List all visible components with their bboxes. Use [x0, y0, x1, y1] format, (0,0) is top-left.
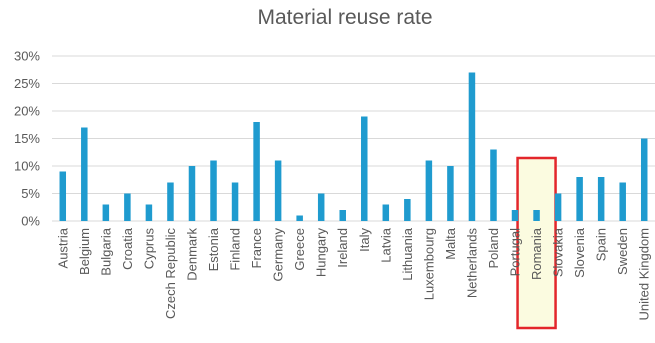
x-category-label: Ireland	[335, 228, 350, 268]
x-category-label: Estonia	[206, 227, 221, 271]
x-category-label: Czech Republic	[163, 228, 178, 320]
y-tick-label: 30%	[14, 49, 40, 64]
bar-finland	[232, 183, 239, 222]
x-category-label: Cyprus	[141, 228, 156, 270]
bar-spain	[598, 177, 605, 221]
bar-united-kingdom	[641, 139, 648, 222]
chart-title: Material reuse rate	[257, 6, 432, 29]
bar-estonia	[210, 161, 217, 222]
bar-poland	[490, 150, 497, 222]
grid-lines	[52, 56, 655, 221]
bar-belgium	[81, 128, 88, 222]
x-category-label: Austria	[55, 227, 70, 268]
bar-france	[253, 122, 260, 221]
bar-cyprus	[146, 205, 153, 222]
x-category-label: Denmark	[184, 228, 199, 281]
y-tick-label: 5%	[21, 186, 40, 201]
x-category-label: Romania	[529, 227, 544, 280]
bar-slovakia	[555, 194, 562, 222]
x-category-label: United Kingdom	[637, 228, 652, 321]
x-category-label: Italy	[357, 228, 372, 252]
x-category-label: Slovenia	[572, 227, 587, 278]
x-category-label: Hungary	[314, 228, 329, 278]
bar-portugal	[512, 210, 518, 221]
bar-netherlands	[469, 73, 476, 222]
x-category-label: Belgium	[77, 228, 92, 275]
x-category-label: Croatia	[120, 227, 135, 270]
bar-romania	[533, 210, 540, 221]
x-category-label: Lithuania	[400, 227, 415, 281]
x-category-label: Germany	[271, 228, 286, 282]
x-category-label: Portugal	[508, 228, 523, 277]
bar-luxembourg	[426, 161, 433, 222]
bar-sweden	[619, 183, 626, 222]
bar-latvia	[383, 205, 390, 222]
x-category-label: Netherlands	[464, 228, 479, 299]
x-category-label: Spain	[594, 228, 609, 261]
bar-croatia	[124, 194, 131, 222]
bar-italy	[361, 117, 368, 222]
y-tick-label: 15%	[14, 131, 40, 146]
y-tick-label: 0%	[21, 214, 40, 229]
bar-denmark	[189, 166, 196, 221]
x-category-label: Finland	[228, 228, 243, 271]
y-tick-label: 20%	[14, 104, 40, 119]
bar-czech-republic	[167, 183, 174, 222]
y-tick-label: 25%	[14, 76, 40, 91]
x-category-label: Latvia	[378, 227, 393, 262]
y-tick-label: 10%	[14, 159, 40, 174]
x-category-label: Slovakia	[551, 227, 566, 277]
x-category-label: Sweden	[615, 228, 630, 275]
bar-greece	[296, 216, 303, 222]
x-category-label: Poland	[486, 228, 501, 268]
bars	[60, 73, 648, 222]
x-category-label: Greece	[292, 228, 307, 271]
y-axis-tick-labels: 0% 5% 10% 15% 20% 25% 30%	[14, 49, 40, 229]
bar-slovenia	[576, 177, 583, 221]
bar-bulgaria	[103, 205, 110, 222]
x-category-label: Bulgaria	[98, 227, 113, 275]
bar-hungary	[318, 194, 325, 222]
x-category-label: Luxembourg	[421, 228, 436, 300]
bar-ireland	[339, 210, 346, 221]
x-category-label: France	[249, 228, 264, 268]
bar-malta	[447, 166, 454, 221]
x-category-label: Malta	[443, 227, 458, 260]
bar-austria	[60, 172, 66, 222]
bar-lithuania	[404, 199, 411, 221]
bar-germany	[275, 161, 282, 222]
x-axis-category-labels: Austria Belgium Bulgaria Croatia Cyprus Czech…	[55, 227, 651, 320]
